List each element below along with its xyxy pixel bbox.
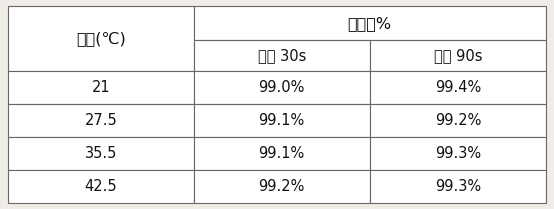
Text: 99.4%: 99.4% [435,80,481,95]
Bar [8,6,193,71]
Bar [370,71,546,104]
Text: 99.1%: 99.1% [259,146,305,161]
Text: 反萝 90s: 反萝 90s [434,48,482,63]
Text: 99.1%: 99.1% [259,113,305,128]
Bar [193,6,546,41]
Bar [8,104,193,137]
Text: 21: 21 [91,80,110,95]
Text: 35.5: 35.5 [85,146,117,161]
Bar [8,137,193,170]
Text: 99.2%: 99.2% [435,113,481,128]
Bar [370,41,546,71]
Bar [193,71,370,104]
Bar [370,137,546,170]
Text: 反萝率%: 反萝率% [348,16,392,31]
Bar [8,170,193,203]
Bar [193,41,370,71]
Bar [8,71,193,104]
Text: 99.0%: 99.0% [259,80,305,95]
Text: 温度(℃): 温度(℃) [76,31,126,46]
Bar [193,137,370,170]
Bar [193,104,370,137]
Bar [370,104,546,137]
Text: 99.3%: 99.3% [435,179,481,194]
Text: 27.5: 27.5 [84,113,117,128]
Text: 99.2%: 99.2% [259,179,305,194]
Bar [370,170,546,203]
Text: 反萝 30s: 反萝 30s [258,48,306,63]
Bar [193,170,370,203]
Text: 42.5: 42.5 [85,179,117,194]
Text: 99.3%: 99.3% [435,146,481,161]
